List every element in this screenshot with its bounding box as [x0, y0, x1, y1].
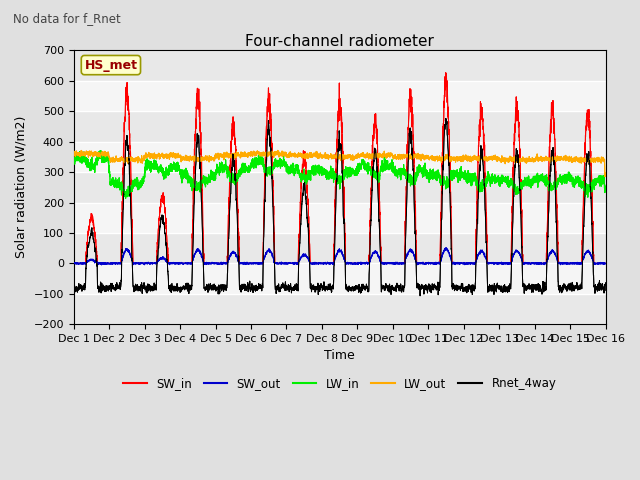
Rnet_4way	[602, 280, 609, 286]
LW_in	[166, 167, 173, 173]
Rnet_4way	[429, 286, 437, 291]
LW_in	[602, 184, 609, 190]
LW_out	[602, 170, 609, 176]
SW_out	[459, 261, 467, 266]
Rnet_4way	[601, 285, 609, 290]
Line: LW_out: LW_out	[74, 150, 605, 177]
Bar	[74, 294, 605, 324]
SW_in	[489, 261, 497, 266]
LW_in	[97, 148, 104, 154]
SW_out	[601, 260, 609, 266]
Line: SW_in: SW_in	[74, 72, 605, 264]
Rnet_4way	[416, 293, 424, 299]
Text: No data for f_Rnet: No data for f_Rnet	[13, 12, 120, 25]
LW_out	[459, 155, 467, 161]
SW_in	[166, 261, 173, 266]
Bar	[74, 81, 605, 111]
LW_out	[489, 154, 497, 160]
SW_out	[442, 245, 450, 251]
X-axis label: Time: Time	[324, 349, 355, 362]
SW_in	[429, 261, 437, 266]
Bar	[74, 203, 605, 233]
LW_out	[601, 173, 609, 179]
Rnet_4way	[320, 284, 328, 290]
SW_in	[459, 261, 467, 266]
LW_out	[601, 174, 609, 180]
LW_out	[320, 155, 328, 160]
LW_out	[274, 147, 282, 153]
SW_out	[429, 260, 437, 266]
SW_in	[602, 261, 609, 266]
LW_in	[429, 166, 437, 172]
LW_in	[601, 188, 609, 193]
Bar	[74, 142, 605, 172]
Rnet_4way	[459, 286, 467, 291]
Text: HS_met: HS_met	[84, 59, 138, 72]
SW_out	[98, 262, 106, 268]
Bar	[74, 264, 605, 294]
LW_out	[70, 150, 77, 156]
LW_in	[122, 195, 129, 201]
Line: SW_out: SW_out	[74, 248, 605, 265]
Legend: SW_in, SW_out, LW_in, LW_out, Rnet_4way: SW_in, SW_out, LW_in, LW_out, Rnet_4way	[118, 372, 561, 395]
LW_in	[459, 170, 467, 176]
LW_in	[489, 176, 497, 181]
Rnet_4way	[70, 286, 77, 292]
Rnet_4way	[442, 116, 450, 121]
SW_out	[489, 260, 497, 266]
Bar	[74, 172, 605, 203]
Bar	[74, 111, 605, 142]
SW_out	[320, 260, 328, 266]
LW_in	[320, 171, 328, 177]
LW_out	[429, 155, 437, 161]
Bar	[74, 233, 605, 264]
Y-axis label: Solar radiation (W/m2): Solar radiation (W/m2)	[15, 116, 28, 258]
Bar	[74, 50, 605, 81]
SW_in	[601, 261, 609, 266]
SW_out	[602, 261, 609, 266]
Title: Four-channel radiometer: Four-channel radiometer	[245, 34, 434, 49]
LW_out	[166, 155, 173, 161]
SW_in	[70, 261, 77, 266]
LW_in	[70, 161, 77, 167]
Rnet_4way	[489, 285, 497, 291]
SW_out	[166, 261, 173, 266]
SW_in	[320, 261, 328, 266]
Line: Rnet_4way: Rnet_4way	[74, 119, 605, 296]
SW_out	[70, 260, 77, 265]
Rnet_4way	[166, 285, 173, 290]
SW_in	[442, 70, 449, 75]
Line: LW_in: LW_in	[74, 151, 605, 198]
